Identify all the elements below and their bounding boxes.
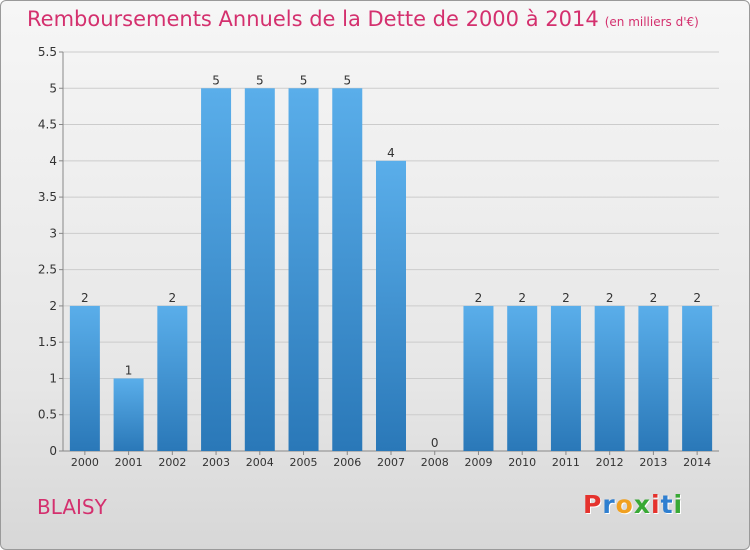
- logo-letter: t: [660, 490, 674, 519]
- bar-2004: [244, 88, 275, 451]
- data-label-2007: 4: [387, 146, 395, 160]
- x-tick-label: 2010: [508, 456, 536, 469]
- bar-2014: [682, 305, 713, 451]
- y-tick-label: 2: [49, 299, 57, 313]
- data-label-2002: 2: [169, 291, 177, 305]
- y-tick-label: 2.5: [38, 263, 57, 277]
- y-tick-label: 1: [49, 371, 57, 385]
- data-label-2004: 5: [256, 73, 264, 87]
- bar-2009: [463, 305, 494, 451]
- x-tick-label: 2009: [464, 456, 492, 469]
- logo-letter: x: [633, 490, 651, 519]
- x-tick-label: 2013: [639, 456, 667, 469]
- x-tick-label: 2003: [202, 456, 230, 469]
- data-label-2010: 2: [518, 291, 526, 305]
- data-label-2000: 2: [81, 291, 89, 305]
- y-tick-label: 0.5: [38, 408, 57, 422]
- bar-2007: [376, 160, 406, 451]
- bar-2000: [69, 305, 100, 451]
- logo-letter: o: [615, 490, 634, 519]
- y-tick-label: 5.5: [38, 45, 57, 59]
- bar-2006: [332, 88, 363, 451]
- bar-2013: [638, 305, 669, 451]
- x-tick-label: 2006: [333, 456, 361, 469]
- data-label-2009: 2: [475, 291, 483, 305]
- x-tick-label: 2005: [290, 456, 318, 469]
- bar-2010: [507, 305, 538, 451]
- bar-2011: [550, 305, 581, 451]
- bar-2005: [288, 88, 319, 451]
- y-tick-label: 4: [49, 154, 57, 168]
- data-label-2013: 2: [650, 291, 658, 305]
- proxiti-logo: Proxiti: [583, 490, 683, 519]
- x-tick-label: 2007: [377, 456, 405, 469]
- data-label-2011: 2: [562, 291, 570, 305]
- data-label-2001: 1: [125, 363, 133, 377]
- data-label-2003: 5: [212, 73, 220, 87]
- logo-letter: r: [602, 490, 616, 519]
- x-tick-label: 2004: [246, 456, 274, 469]
- y-tick-label: 3: [49, 226, 57, 240]
- x-tick-label: 2002: [158, 456, 186, 469]
- y-tick-label: 0: [49, 444, 57, 458]
- data-label-2008: 0: [431, 436, 439, 450]
- data-label-2005: 5: [300, 73, 308, 87]
- x-tick-label: 2012: [596, 456, 624, 469]
- y-tick-label: 3.5: [38, 190, 57, 204]
- x-tick-label: 2000: [71, 456, 99, 469]
- chart-title-text: Remboursements Annuels de la Dette de 20…: [27, 7, 599, 31]
- y-tick-label: 1.5: [38, 335, 57, 349]
- x-tick-label: 2014: [683, 456, 711, 469]
- x-tick-label: 2008: [421, 456, 449, 469]
- logo-letter: i: [651, 490, 661, 519]
- commune-name: BLAISY: [37, 495, 107, 519]
- data-labels: 2 1 2 5 5 5 5 4 0 2 2 2 2 2 2: [81, 73, 701, 450]
- bar-2003: [201, 88, 232, 451]
- data-label-2012: 2: [606, 291, 614, 305]
- logo-letter: i: [673, 490, 684, 519]
- chart-title-unit: (en milliers d'€): [604, 15, 699, 29]
- data-label-2006: 5: [343, 73, 351, 87]
- bar-2001: [113, 378, 144, 451]
- chart-title: Remboursements Annuels de la Dette de 20…: [27, 7, 699, 31]
- data-label-2014: 2: [693, 291, 701, 305]
- logo-letter: P: [583, 490, 603, 519]
- y-tick-label: 5: [49, 81, 57, 95]
- x-tick-label: 2011: [552, 456, 580, 469]
- bar-2002: [157, 305, 188, 451]
- y-tick-label: 4.5: [38, 118, 57, 132]
- x-tick-label: 2001: [115, 456, 143, 469]
- bar-2012: [594, 305, 625, 451]
- bars: [69, 88, 713, 451]
